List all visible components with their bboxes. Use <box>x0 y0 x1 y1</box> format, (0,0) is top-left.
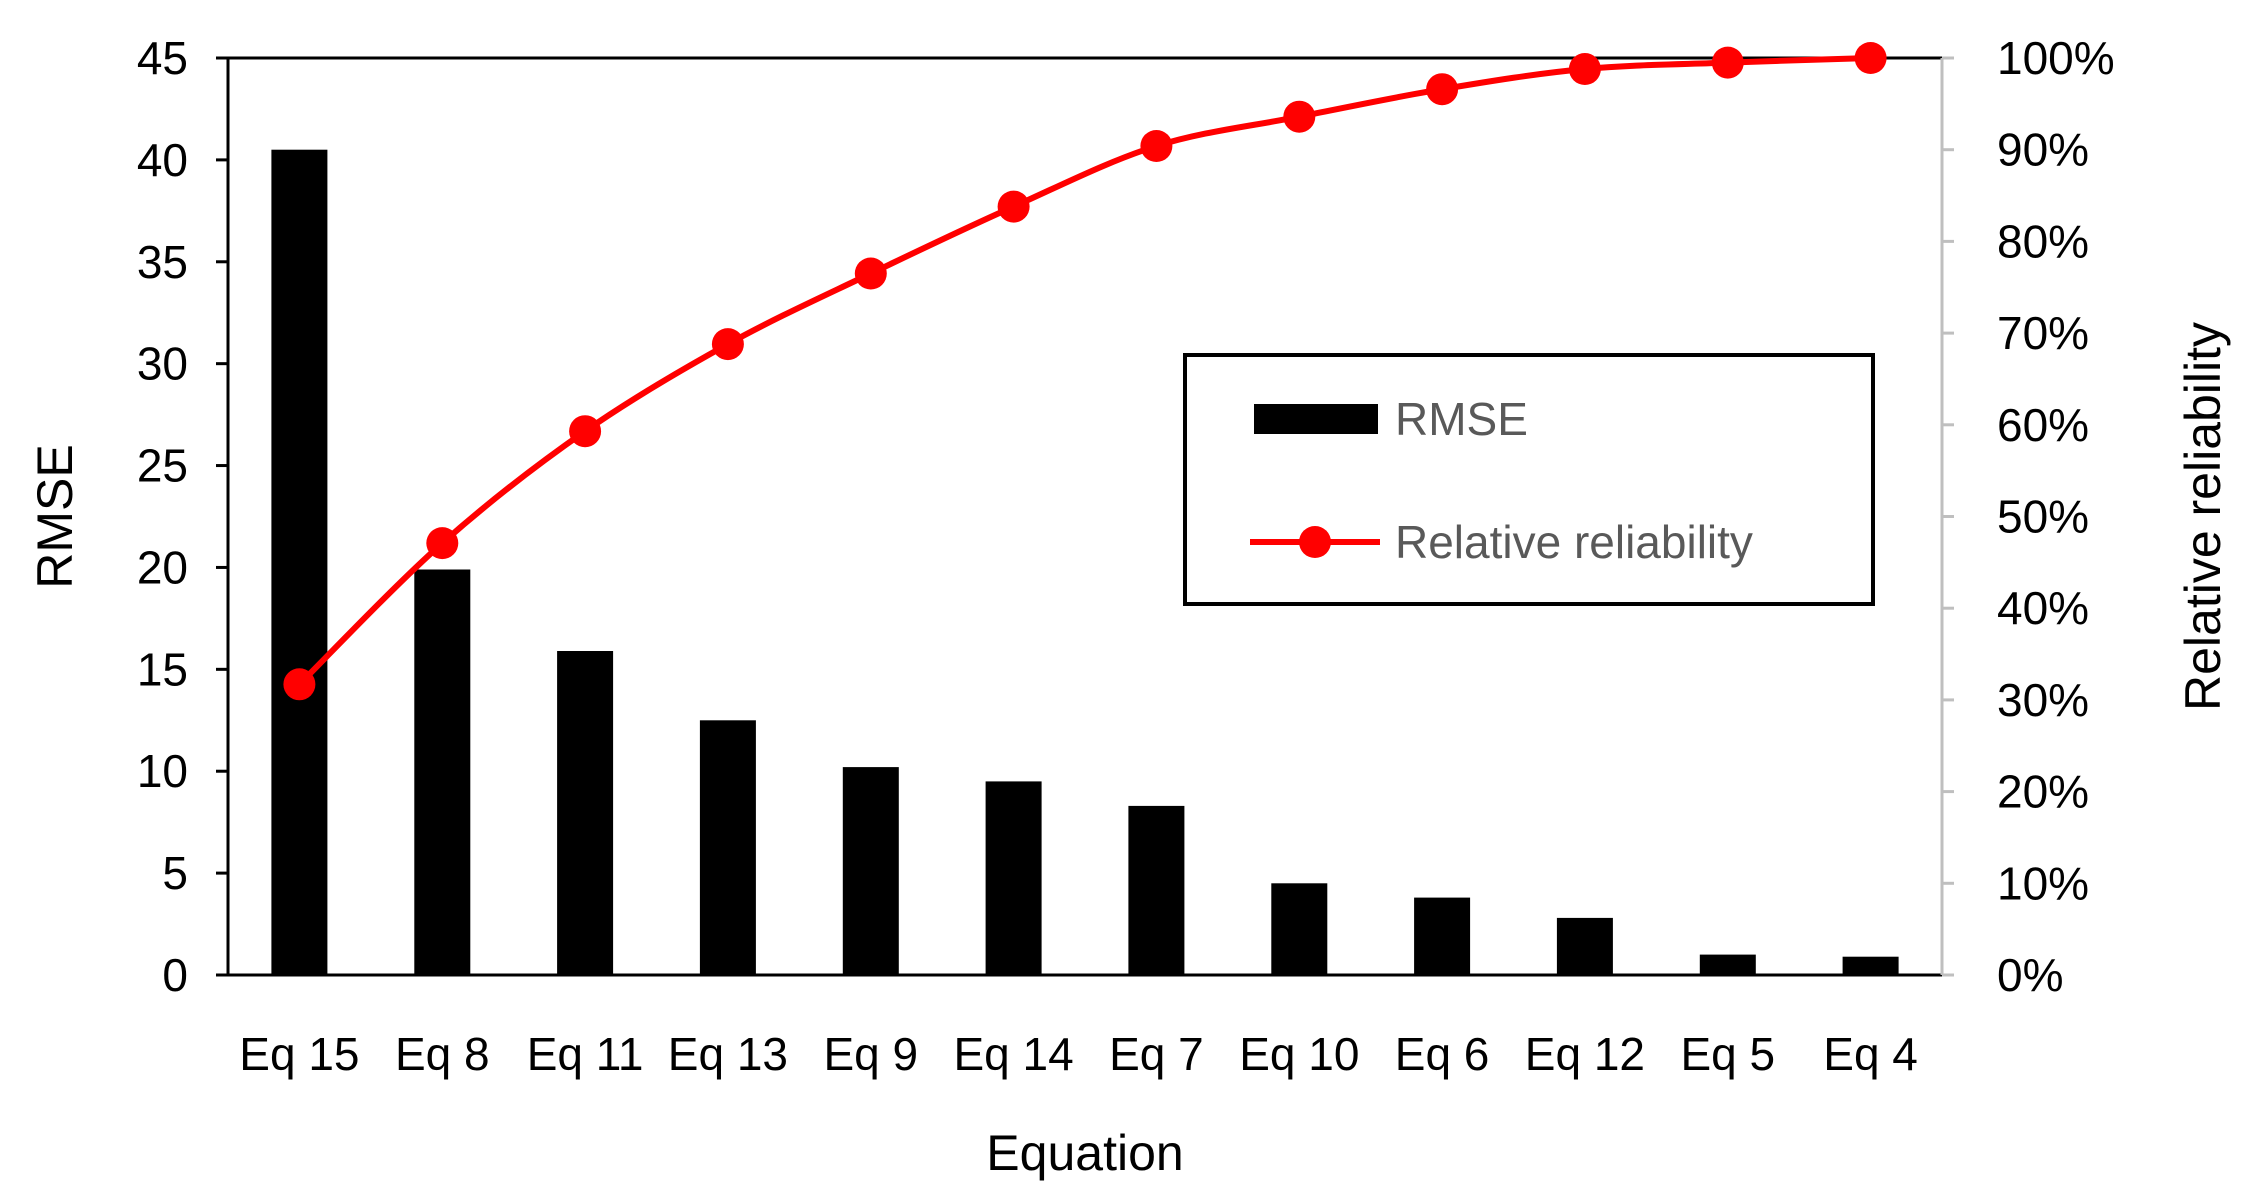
left-tick-label: 40 <box>137 134 188 186</box>
reliability-point-eq-12 <box>1568 53 1601 85</box>
left-axis: 0 5 10 15 20 25 30 35 40 45 <box>137 32 228 1001</box>
axis-titles: Equation RMSE Relative reliability <box>27 322 2231 1181</box>
bar-eq-5 <box>1699 954 1756 975</box>
reliability-point-eq-4 <box>1854 42 1887 74</box>
x-tick-label: Eq 4 <box>1823 1028 1918 1080</box>
right-axis-title: Relative reliability <box>2175 322 2231 711</box>
x-tick-label: Eq 13 <box>668 1028 788 1080</box>
right-tick-label: 40% <box>1997 582 2089 634</box>
x-tick-label: Eq 5 <box>1680 1028 1775 1080</box>
reliability-point-eq-14 <box>997 190 1030 223</box>
bar-eq-12 <box>1556 917 1613 975</box>
left-axis-title: RMSE <box>27 444 83 588</box>
bar-eq-11 <box>557 651 614 975</box>
legend-swatch-rmse <box>1254 404 1378 434</box>
x-tick-label: Eq 15 <box>239 1028 359 1080</box>
x-axis: Eq 15 Eq 8 Eq 11 Eq 13 Eq 9 Eq 14 Eq 7 Eq 10 Eq … <box>239 1028 1918 1080</box>
left-tick-label: 10 <box>137 745 188 797</box>
reliability-point-eq-10 <box>1283 100 1316 133</box>
left-tick-label: 0 <box>162 949 188 1001</box>
x-tick-label: Eq 8 <box>395 1028 490 1080</box>
right-tick-label: 90% <box>1997 124 2089 176</box>
reliability-point-eq-5 <box>1711 46 1744 79</box>
bar-eq-6 <box>1414 897 1471 975</box>
legend-label-rmse: RMSE <box>1395 393 1528 445</box>
right-tick-label: 70% <box>1997 307 2089 359</box>
left-tick-label: 35 <box>137 236 188 288</box>
right-tick-label: 100% <box>1997 32 2115 84</box>
right-tick-label: 0% <box>1997 949 2063 1001</box>
bar-eq-7 <box>1128 805 1185 975</box>
left-tick-label: 15 <box>137 643 188 695</box>
left-tick-label: 5 <box>162 847 188 899</box>
reliability-point-eq-8 <box>426 527 459 560</box>
reliability-point-eq-15 <box>283 668 316 701</box>
reliability-point-eq-13 <box>711 328 744 361</box>
plot-frame <box>226 56 1944 977</box>
left-tick-label: 25 <box>137 440 188 492</box>
reliability-point-eq-11 <box>569 415 602 448</box>
bar-eq-9 <box>842 767 899 975</box>
legend-box <box>1183 353 1875 606</box>
reliability-point-eq-7 <box>1140 130 1173 162</box>
right-axis: 0% 10% 20% 30% 40% 50% 60% 70% 80% 90% 100% <box>1942 32 2115 1001</box>
reliability-point-eq-6 <box>1426 73 1459 106</box>
bar-eq-10 <box>1271 883 1328 975</box>
legend: RMSE Relative reliability <box>1183 353 1875 606</box>
bar-eq-15 <box>271 149 328 975</box>
x-tick-label: Eq 9 <box>823 1028 918 1080</box>
right-tick-label: 80% <box>1997 215 2089 267</box>
x-tick-label: Eq 11 <box>527 1028 644 1080</box>
left-tick-label: 20 <box>137 541 188 593</box>
bar-eq-8 <box>414 569 471 975</box>
x-tick-label: Eq 10 <box>1239 1028 1359 1080</box>
legend-swatch-marker <box>1299 526 1331 558</box>
bar-eq-14 <box>985 781 1042 975</box>
reliability-line <box>283 42 1887 701</box>
right-tick-label: 30% <box>1997 674 2089 726</box>
legend-label-reliability: Relative reliability <box>1395 516 1753 568</box>
x-tick-label: Eq 6 <box>1395 1028 1490 1080</box>
right-tick-label: 20% <box>1997 766 2089 818</box>
bar-eq-4 <box>1842 956 1899 975</box>
right-tick-label: 60% <box>1997 399 2089 451</box>
x-tick-label: Eq 12 <box>1525 1028 1645 1080</box>
x-tick-label: Eq 7 <box>1109 1028 1204 1080</box>
rmse-bars <box>271 149 1899 975</box>
right-tick-label: 50% <box>1997 491 2089 543</box>
left-tick-label: 30 <box>137 338 188 390</box>
x-axis-title: Equation <box>986 1125 1183 1181</box>
left-tick-label: 45 <box>137 32 188 84</box>
right-tick-label: 10% <box>1997 857 2089 909</box>
reliability-point-eq-9 <box>854 257 887 290</box>
x-tick-label: Eq 14 <box>953 1028 1073 1080</box>
bar-eq-13 <box>699 720 756 975</box>
